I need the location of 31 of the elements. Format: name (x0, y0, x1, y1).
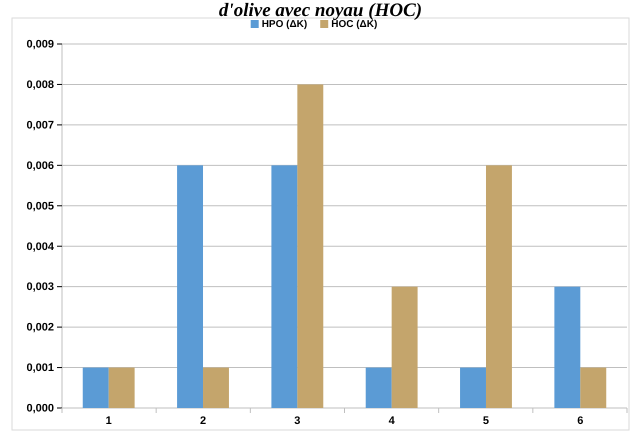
legend-label: HPO (ΔK) (262, 19, 308, 30)
y-tick-label: 0,003 (26, 281, 54, 294)
y-tick-label: 0,001 (26, 362, 54, 374)
y-tick-label: 0,000 (26, 402, 54, 415)
x-tick-label: 1 (106, 414, 112, 427)
y-tick-label: 0,009 (26, 38, 54, 51)
bar (297, 84, 324, 408)
x-tick-label: 4 (388, 414, 396, 427)
bar (460, 368, 486, 408)
x-tick-label: 5 (482, 414, 490, 427)
bar (486, 165, 512, 408)
y-tick-label: 0,004 (26, 240, 55, 253)
x-tick-label: 6 (577, 414, 584, 427)
y-tick-label: 0,007 (26, 119, 54, 132)
y-tick-label: 0,002 (26, 322, 54, 334)
bar (580, 368, 606, 408)
bar (271, 165, 298, 408)
legend-label: HOC (ΔK) (331, 19, 378, 30)
y-tick-label: 0,006 (26, 160, 54, 172)
bar (82, 368, 109, 408)
chart-title: d'olive avec noyau (HOC) (218, 0, 422, 21)
x-tick-label: 3 (294, 414, 300, 427)
x-tick-label: 2 (200, 414, 206, 427)
bar (392, 286, 418, 408)
bar (366, 368, 392, 408)
y-tick-label: 0,005 (26, 200, 54, 212)
bar (203, 368, 229, 408)
bar (108, 368, 135, 408)
bar (177, 165, 204, 408)
bar (554, 286, 580, 408)
y-tick-label: 0,008 (26, 78, 54, 91)
